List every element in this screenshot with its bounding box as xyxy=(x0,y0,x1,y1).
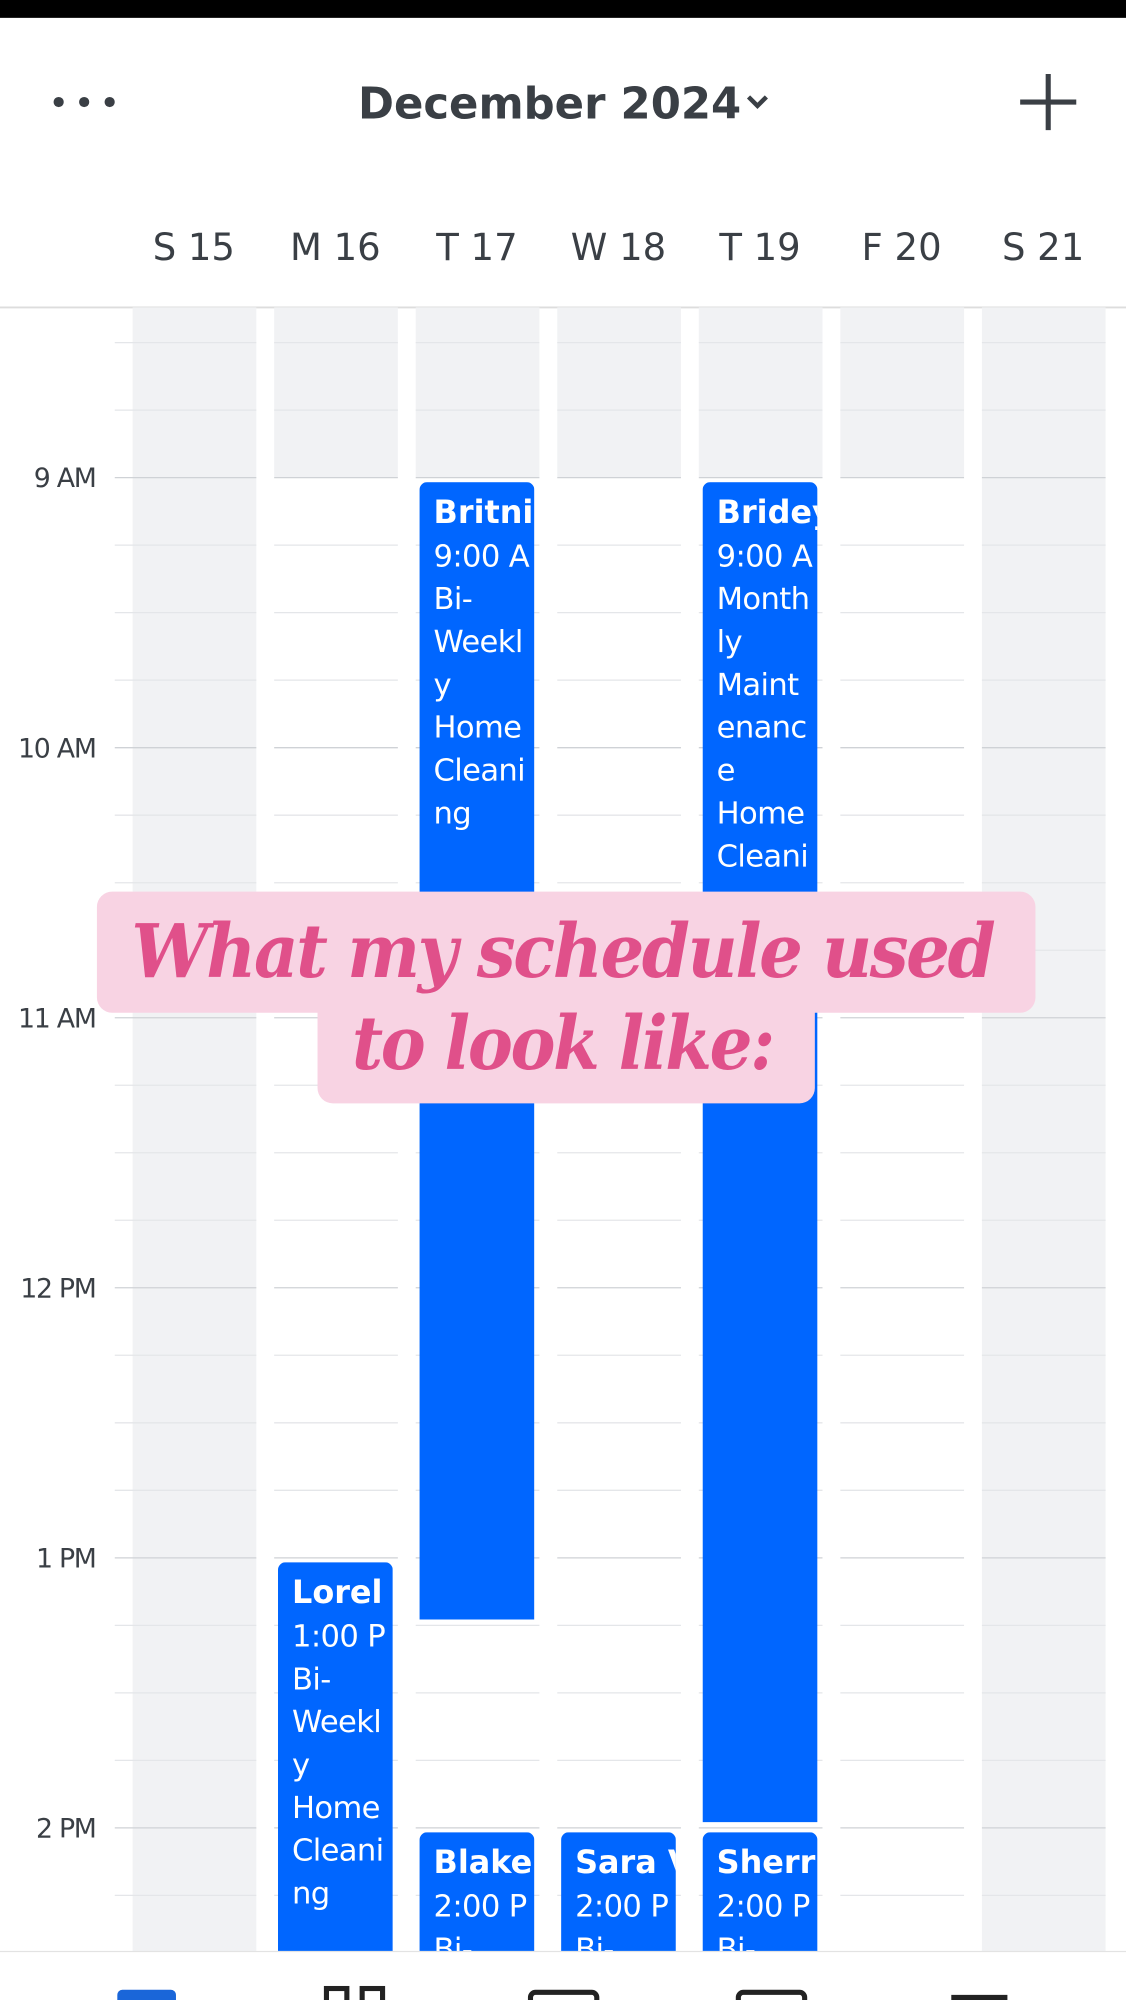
event-line: 9:00 A xyxy=(434,539,530,574)
event-line: 9:00 A xyxy=(717,539,813,574)
event-line: 2:00 P xyxy=(434,1889,527,1924)
event-line: Bi- xyxy=(292,1662,331,1697)
event-block xyxy=(561,1832,676,1965)
time-label: 12 PM xyxy=(20,1273,95,1304)
tab-icons[interactable] xyxy=(323,1985,1008,2000)
time-label: 1 PM xyxy=(36,1543,96,1574)
time-label: 2 PM xyxy=(36,1813,96,1844)
event-block xyxy=(419,1832,535,1965)
event-line: Weekl xyxy=(434,625,523,660)
event-line: Home xyxy=(434,711,522,746)
day-label: T 19 xyxy=(718,226,800,269)
event-title: Lorel xyxy=(292,1573,382,1611)
day-label: T 17 xyxy=(435,226,517,269)
event-line: Home xyxy=(292,1791,380,1826)
event-line: Weekl xyxy=(292,1705,381,1740)
month-title[interactable]: December 2024 xyxy=(358,80,741,130)
event-line: 2:00 P xyxy=(575,1889,668,1924)
event-line: Maint xyxy=(717,668,799,703)
event-title: Britni xyxy=(434,493,534,531)
overlay-text: to look like: xyxy=(352,1001,773,1087)
overlay-box xyxy=(317,994,815,1104)
day-column-off-hours xyxy=(981,307,1106,1953)
event-line: Home xyxy=(717,796,805,831)
overlay-text: What my schedule used xyxy=(131,909,995,995)
event-title: Blake xyxy=(434,1843,533,1881)
status-bar xyxy=(0,0,1126,18)
event-line: enanc xyxy=(717,711,807,746)
calendar-tab[interactable] xyxy=(117,1989,176,2000)
event[interactable]: Bridey 9:00 A Month ly Maint enanc e Home Cleani… xyxy=(702,482,833,1832)
event-line: Cleani xyxy=(717,839,808,874)
event[interactable]: Sara V2:00 PBi- xyxy=(561,1832,693,1974)
more-button[interactable] xyxy=(53,96,115,108)
event-block xyxy=(277,1562,393,1965)
event-line: Bi- xyxy=(434,582,473,617)
overlay-box xyxy=(96,891,1036,1013)
event-line: 1:00 P xyxy=(292,1619,385,1654)
add-button[interactable] xyxy=(1020,73,1077,131)
event-title: Sherr xyxy=(717,1843,816,1881)
day-label: S 21 xyxy=(1002,226,1084,269)
event-block xyxy=(702,1832,818,1965)
event-line: ly xyxy=(717,625,743,660)
dropdown-chevron[interactable] xyxy=(746,95,768,110)
event-line: ng xyxy=(434,796,472,831)
day-label: W 18 xyxy=(571,226,666,269)
day-column-off-hours xyxy=(415,307,540,478)
event-line: y xyxy=(292,1748,310,1783)
day-column-off-hours xyxy=(132,307,257,1953)
event-line: e xyxy=(717,754,735,789)
event-line: y xyxy=(434,668,452,703)
event-line: 2:00 P xyxy=(717,1889,810,1924)
event-title: Sara V xyxy=(575,1843,693,1881)
time-label: 11 AM xyxy=(18,1003,96,1034)
event-line: Cleani xyxy=(292,1834,383,1869)
event-title: Bridey xyxy=(717,493,833,531)
day-label: M 16 xyxy=(290,226,381,269)
event-line: ng xyxy=(292,1877,330,1912)
day-column-off-hours xyxy=(557,307,681,478)
day-label: F 20 xyxy=(862,226,942,269)
day-label: S 15 xyxy=(153,226,235,269)
day-column-off-hours xyxy=(840,307,965,478)
time-label: 10 AM xyxy=(18,733,96,764)
day-column-off-hours xyxy=(274,307,398,478)
time-label: 9 AM xyxy=(34,463,96,494)
event-line: Month xyxy=(717,582,810,617)
event[interactable]: Lorel 1:00 P Bi- Weekl y Home Cleani ng xyxy=(277,1562,393,1974)
day-column-off-hours xyxy=(698,307,823,478)
event-line: Cleani xyxy=(434,754,525,789)
event-block xyxy=(702,482,818,1823)
